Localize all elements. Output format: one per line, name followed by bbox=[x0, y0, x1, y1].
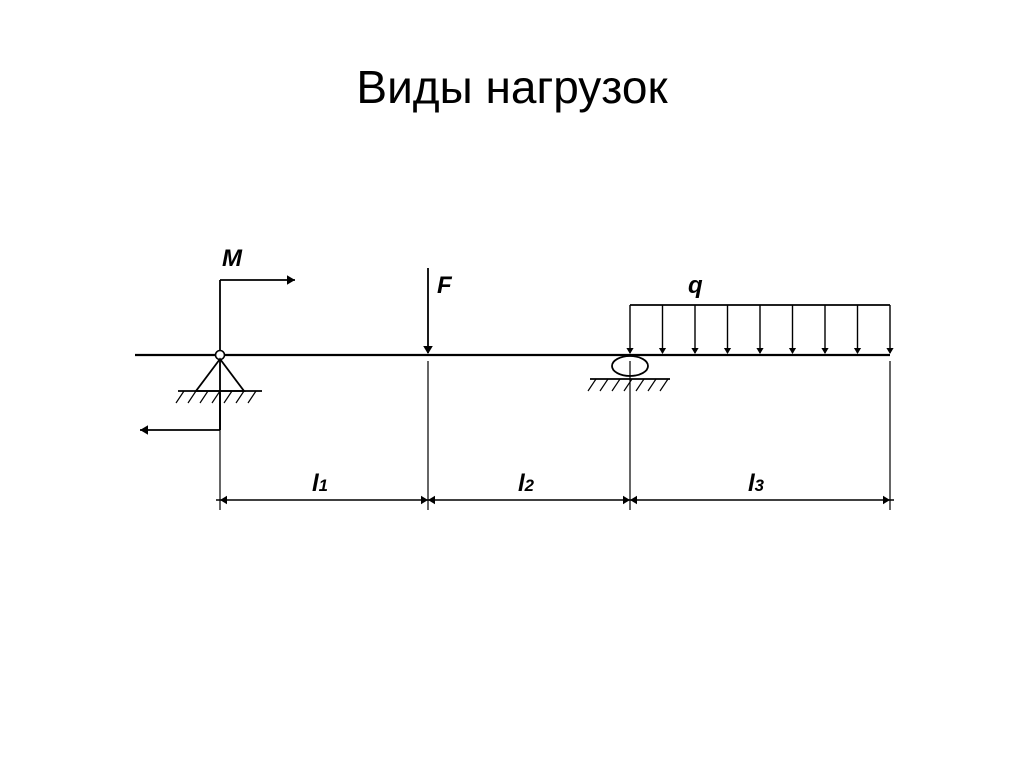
beam-diagram bbox=[0, 0, 1024, 767]
